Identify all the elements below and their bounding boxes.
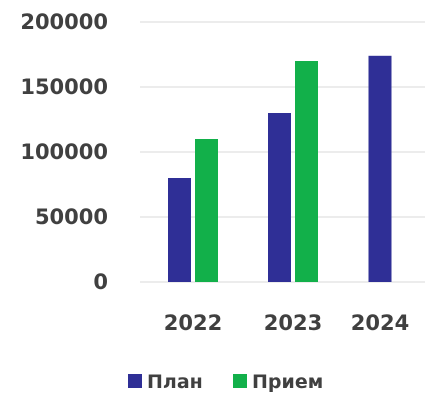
bar-План-2023 [268, 113, 291, 282]
legend-label: Прием [252, 371, 323, 393]
legend-label: План [147, 371, 203, 393]
bars [168, 55, 392, 282]
legend: План Прием [128, 371, 323, 393]
bar-Прием-2023 [295, 61, 318, 282]
y-tick-label: 200000 [20, 10, 108, 34]
y-tick-label: 0 [93, 270, 108, 294]
y-axis-ticks: 0 50000 100000 150000 200000 [20, 10, 108, 294]
y-tick-label: 50000 [35, 205, 108, 229]
legend-swatch-Прием [233, 374, 247, 388]
y-tick-label: 100000 [20, 140, 108, 164]
bar-План-2024 [368, 55, 392, 282]
x-axis-ticks: 2022 2023 2024 [164, 311, 409, 335]
x-tick-label: 2023 [264, 311, 322, 335]
bar-План-2022 [168, 178, 191, 282]
x-tick-label: 2024 [351, 311, 409, 335]
bar-Прием-2022 [195, 139, 218, 282]
x-tick-label: 2022 [164, 311, 222, 335]
legend-swatch-План [128, 374, 142, 388]
y-tick-label: 150000 [20, 75, 108, 99]
